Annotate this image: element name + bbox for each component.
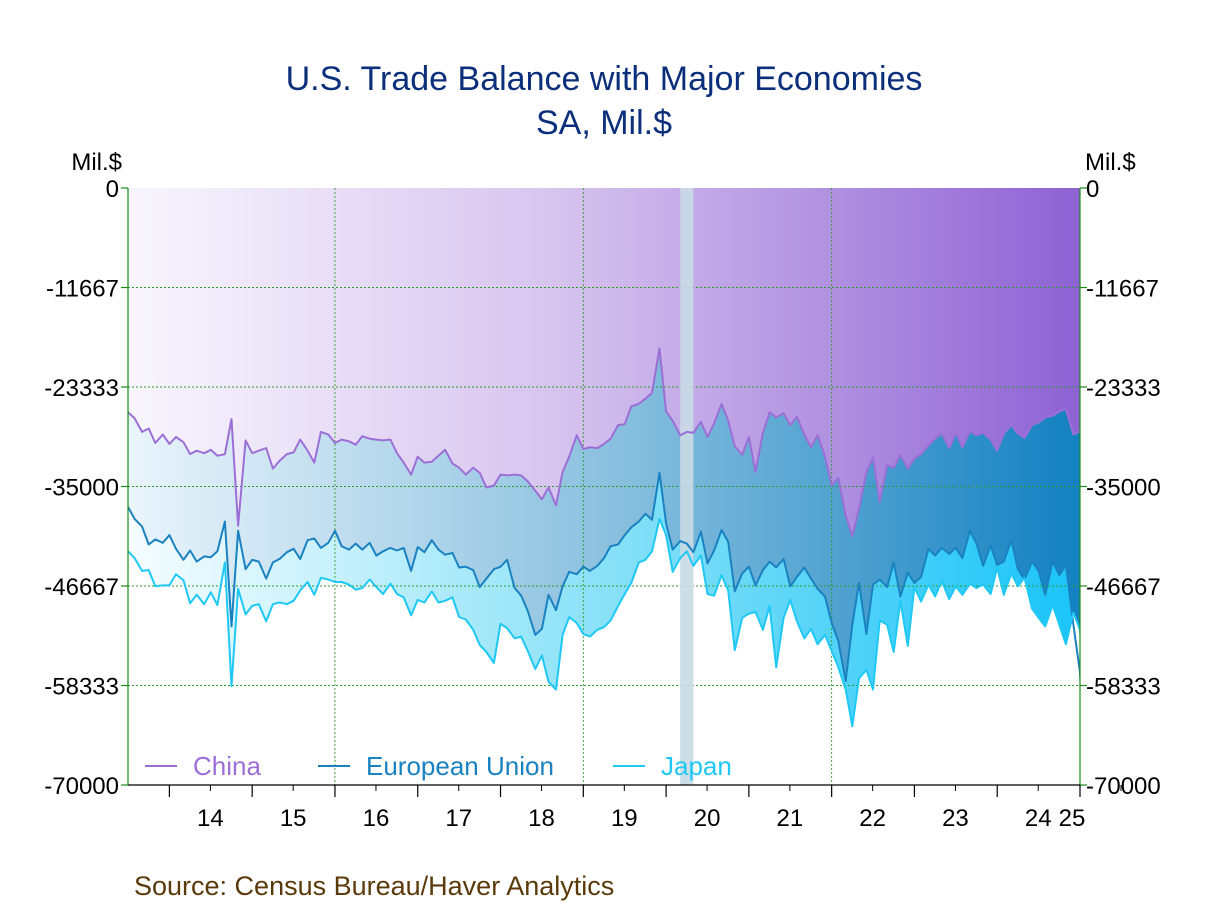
x-tick-label: 19 xyxy=(611,805,638,832)
series-line-china xyxy=(128,347,1080,537)
y-tick-label-right: -70000 xyxy=(1086,773,1161,800)
recession-shading xyxy=(680,188,694,785)
x-tick-label: 17 xyxy=(445,805,472,832)
y-tick-label-right: -46667 xyxy=(1086,574,1161,601)
plot-area xyxy=(128,188,1080,785)
x-tick-label: 22 xyxy=(859,805,886,832)
y-tick-labels: 0 0 -11667 -11667 -23333 -23333 -35000 -35000 -4… xyxy=(44,176,1160,800)
x-tick-labels: 14 15 16 17 18 19 20 21 22 23 24 25 xyxy=(168,785,1122,832)
y-tick-label-right: 0 xyxy=(1086,176,1099,203)
y-tick-label-right: -23333 xyxy=(1086,375,1161,402)
x-tick-label: 23 xyxy=(942,805,969,832)
x-tick-label: 16 xyxy=(363,805,390,832)
x-tick-label: 18 xyxy=(528,805,555,832)
x-tick-label: 14 xyxy=(197,805,224,832)
grid xyxy=(128,188,1080,785)
y-tick-label-right: -11667 xyxy=(1086,276,1159,303)
y-tick-label-left: -58333 xyxy=(44,673,119,700)
series-line-japan xyxy=(128,517,1080,728)
area-china-to-eu xyxy=(128,348,1080,681)
chart-subtitle: SA, Mil.$ xyxy=(536,104,672,142)
series-line-european-union xyxy=(128,471,1080,690)
y-tick-label-left: -46667 xyxy=(44,574,119,601)
chart-title: U.S. Trade Balance with Major Economies xyxy=(286,60,923,98)
x-tick-label: 25 xyxy=(1059,805,1086,832)
x-tick-label: 20 xyxy=(694,805,721,832)
y-tick-label-right: -58333 xyxy=(1086,673,1161,700)
y-tick-label-right: -35000 xyxy=(1086,475,1161,502)
y-tick-label-left: -23333 xyxy=(44,375,119,402)
y-axis-unit-left: Mil.$ xyxy=(71,149,122,176)
x-tick-label: 24 xyxy=(1025,805,1052,832)
area-below-japan xyxy=(128,518,1080,785)
y-tick-label-left: 0 xyxy=(106,176,119,203)
legend-label: European Union xyxy=(366,751,554,781)
series-lines xyxy=(128,347,1080,728)
x-tick-label: 21 xyxy=(777,805,804,832)
legend-label: Japan xyxy=(661,751,732,781)
legend: China European Union Japan xyxy=(145,751,732,781)
y-tick-label-left: -11667 xyxy=(46,276,119,303)
y-tick-label-left: -35000 xyxy=(44,475,119,502)
y-tick-label-left: -70000 xyxy=(44,773,119,800)
y-axis-unit-right: Mil.$ xyxy=(1085,149,1136,176)
source-note: Source: Census Bureau/Haver Analytics xyxy=(134,871,614,901)
x-tick-label: 15 xyxy=(280,805,307,832)
legend-label: China xyxy=(193,751,261,781)
